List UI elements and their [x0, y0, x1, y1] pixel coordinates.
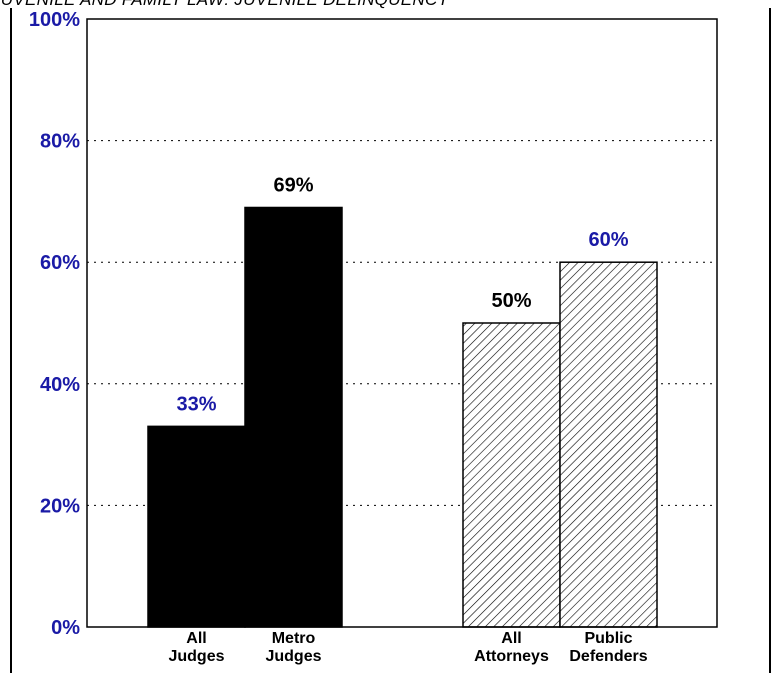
x-tick-label: Public	[584, 630, 632, 647]
data-label: 33%	[176, 393, 216, 415]
x-tick-label: Metro	[272, 630, 316, 647]
chart-title: JUVENILE AND FAMILY LAW: JUVENILE DELINQ…	[0, 0, 449, 10]
data-label: 69%	[273, 174, 313, 196]
data-label: 50%	[491, 290, 531, 312]
bar	[147, 425, 246, 628]
x-tick-label: Attorneys	[474, 648, 549, 665]
y-tick-label: 0%	[51, 617, 80, 639]
y-tick-label: 100%	[29, 9, 80, 31]
page-border-left	[10, 8, 12, 673]
x-tick-label: Judges	[168, 648, 224, 665]
plot-frame	[86, 18, 718, 628]
y-tick-label: 40%	[40, 374, 80, 396]
y-tick-label: 60%	[40, 252, 80, 274]
bar	[559, 261, 658, 628]
y-tick-label: 80%	[40, 131, 80, 153]
page-border-right	[769, 8, 771, 673]
x-tick-label: Defenders	[569, 648, 647, 665]
bar	[244, 206, 343, 628]
y-tick-label: 20%	[40, 495, 80, 517]
data-label: 60%	[588, 229, 628, 251]
x-tick-label: All	[501, 630, 521, 647]
bar	[462, 322, 561, 628]
x-tick-label: All	[186, 630, 206, 647]
x-tick-label: Judges	[265, 648, 321, 665]
